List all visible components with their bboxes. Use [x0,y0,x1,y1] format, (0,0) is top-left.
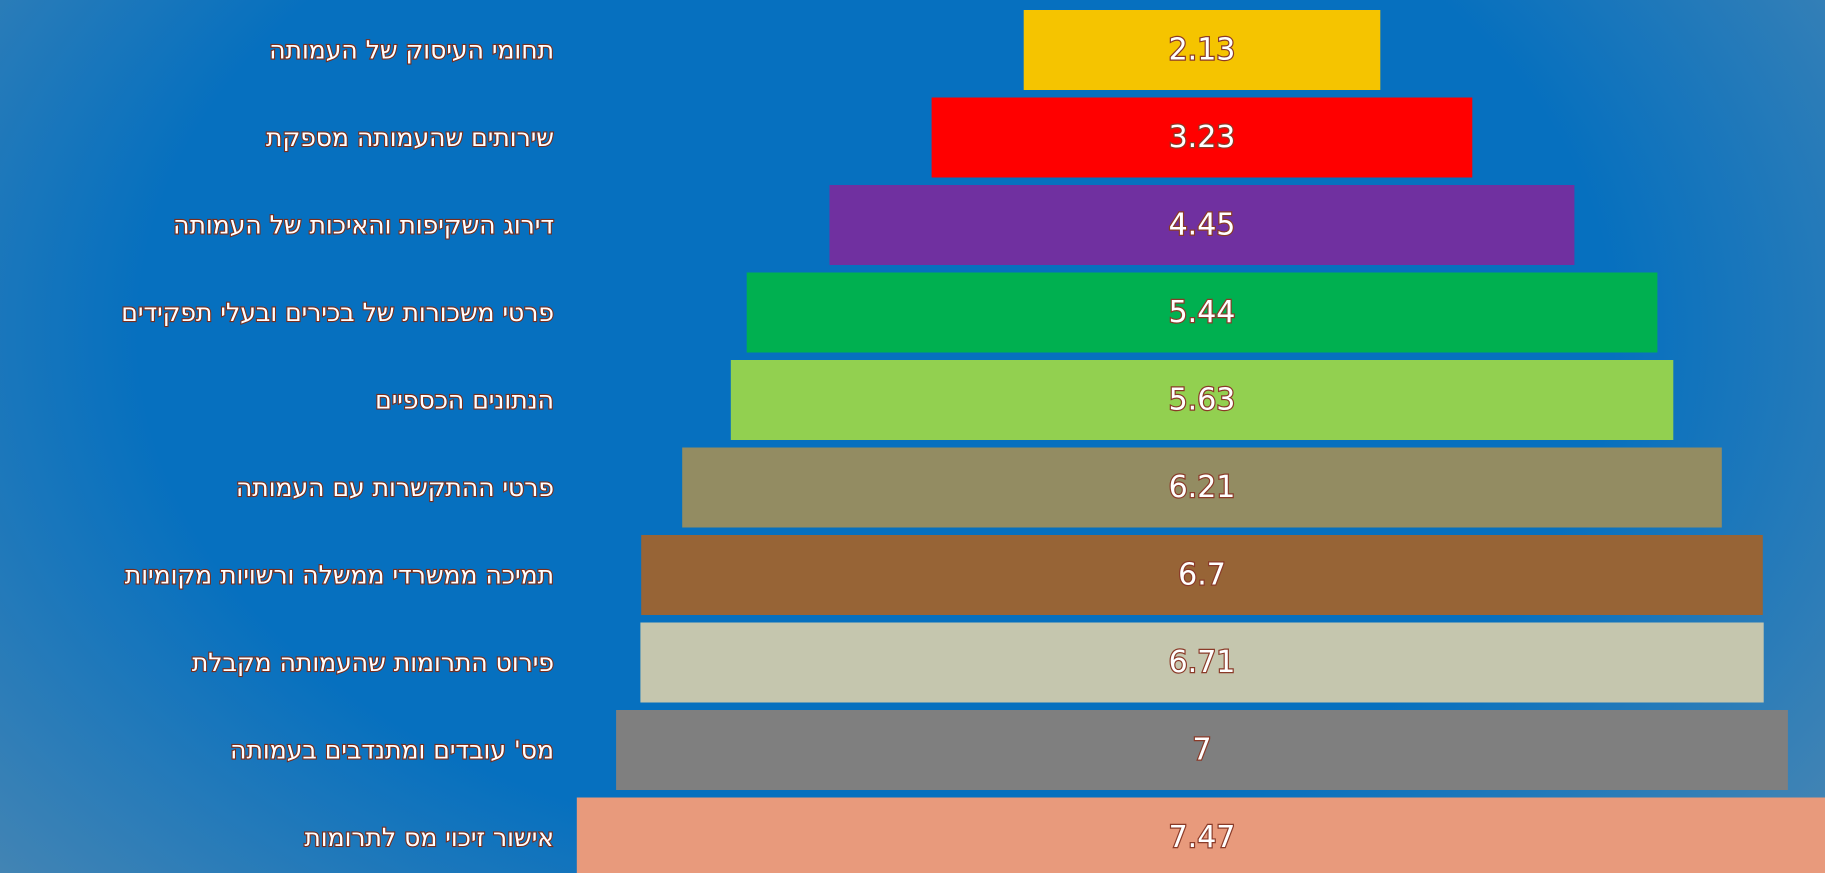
category-label-7: תמיכה ממשרדי ממשלה ורשויות מקומיות [125,561,554,590]
bar-4 [746,272,1658,353]
bar-value-label-8: 6.71 [1169,645,1236,680]
bar-6 [682,447,1722,528]
bar-10 [576,797,1825,873]
bar-2 [931,97,1473,178]
bar-5 [730,360,1674,440]
bar-value-label-3: 4.45 [1169,208,1236,243]
bar-3 [829,185,1575,265]
category-label-8: פירוט התרומות שהעמותה מקבלת [192,648,554,677]
category-label-4: פרטי משכורות של בכירים ובעלי תפקידים [121,298,554,327]
bar-value-label-9: 7 [1192,733,1211,768]
bar-value-label-5: 5.63 [1169,383,1236,418]
bar-value-label-10: 7.47 [1169,820,1236,855]
bar-value-label-2: 3.23 [1169,120,1236,155]
category-label-1: תחומי העיסוק של העמותה [269,36,554,65]
bar-9 [616,710,1788,790]
category-label-6: פרטי ההתקשרות עם העמותה [236,473,554,502]
bar-value-label-1: 2.13 [1169,33,1236,68]
bar-value-label-6: 6.21 [1169,470,1236,505]
bar-8 [640,622,1764,703]
category-label-2: שירותים שהעמותה מספקת [266,123,554,152]
category-label-10: אישור זיכוי מס לתרומות [304,823,554,852]
category-label-3: דירוג השקיפות והאיכות של העמותה [173,211,554,240]
bar-7 [641,535,1763,615]
bar-1 [1023,10,1381,90]
category-label-9: מס' עובדים ומתנדבים בעמותה [230,736,554,765]
category-label-5: הנתונים הכספיים [375,386,554,415]
bar-value-label-4: 5.44 [1169,295,1236,330]
bar-value-label-7: 6.7 [1178,558,1226,593]
